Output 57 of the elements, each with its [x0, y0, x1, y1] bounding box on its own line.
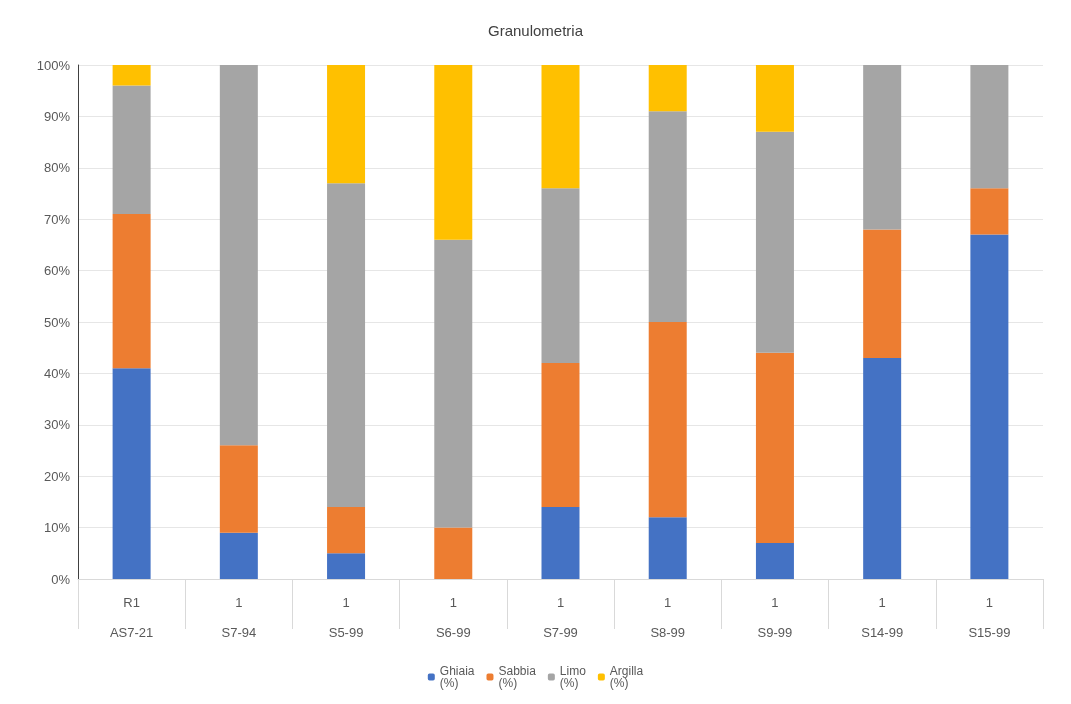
bar [755, 65, 794, 132]
bar [541, 507, 580, 579]
bar [863, 65, 902, 230]
legend-label: Limo (%) [559, 664, 587, 690]
x-tick-label: 1 S15-99 [968, 594, 1011, 640]
bar [434, 65, 473, 240]
y-tick-label: 0% [51, 571, 71, 587]
bar [970, 188, 1009, 235]
x-tick-label: 1 S6-99 [435, 594, 471, 640]
bar [970, 65, 1009, 189]
bar [219, 65, 258, 446]
x-tick-label: 1 S7-99 [543, 594, 578, 640]
bar [112, 214, 151, 369]
x-tick-label: 1 S7-94 [221, 594, 257, 640]
bar [112, 368, 151, 579]
chart-title: Granulometria [487, 22, 584, 39]
x-tick-label: 1 S5-99 [328, 594, 364, 640]
bar [327, 183, 366, 508]
bar [970, 234, 1009, 579]
y-tick-label: 70% [43, 211, 71, 227]
bar [863, 357, 902, 579]
bar [541, 363, 580, 508]
bar [648, 517, 687, 579]
bar [863, 229, 902, 358]
y-tick-label: 90% [43, 108, 71, 124]
y-tick-label: 30% [43, 417, 71, 433]
y-tick-label: 20% [43, 468, 71, 484]
bar [327, 507, 366, 554]
y-tick-label: 50% [43, 314, 71, 330]
y-tick-label: 100% [36, 57, 71, 73]
bar [541, 188, 580, 364]
bar [112, 65, 151, 86]
bar [755, 131, 794, 353]
bar [327, 65, 366, 184]
bar [434, 239, 473, 528]
legend-label: Argilla (%) [609, 664, 644, 690]
bar [648, 111, 687, 322]
legend-label: Sabbia (%) [498, 664, 537, 690]
y-tick-label: 40% [43, 365, 71, 381]
bar [648, 65, 687, 112]
bar [112, 85, 151, 215]
bar [648, 322, 687, 518]
x-tick-label: 1 S9-99 [757, 594, 793, 640]
y-tick-label: 80% [43, 160, 71, 176]
y-tick-label: 60% [43, 263, 71, 279]
bar [541, 65, 580, 189]
x-tick-label: 1 S14-99 [861, 594, 904, 640]
bar [434, 527, 473, 579]
bar [219, 532, 258, 579]
bar [327, 553, 366, 579]
bar [219, 445, 258, 533]
x-tick-label: R1 AS7-21 [109, 594, 154, 640]
bar [755, 543, 794, 579]
y-tick-label: 10% [43, 520, 71, 536]
x-tick-label: 1 S8-99 [650, 594, 686, 640]
legend-label: Ghiaia (%) [439, 664, 475, 690]
bar [755, 352, 794, 544]
